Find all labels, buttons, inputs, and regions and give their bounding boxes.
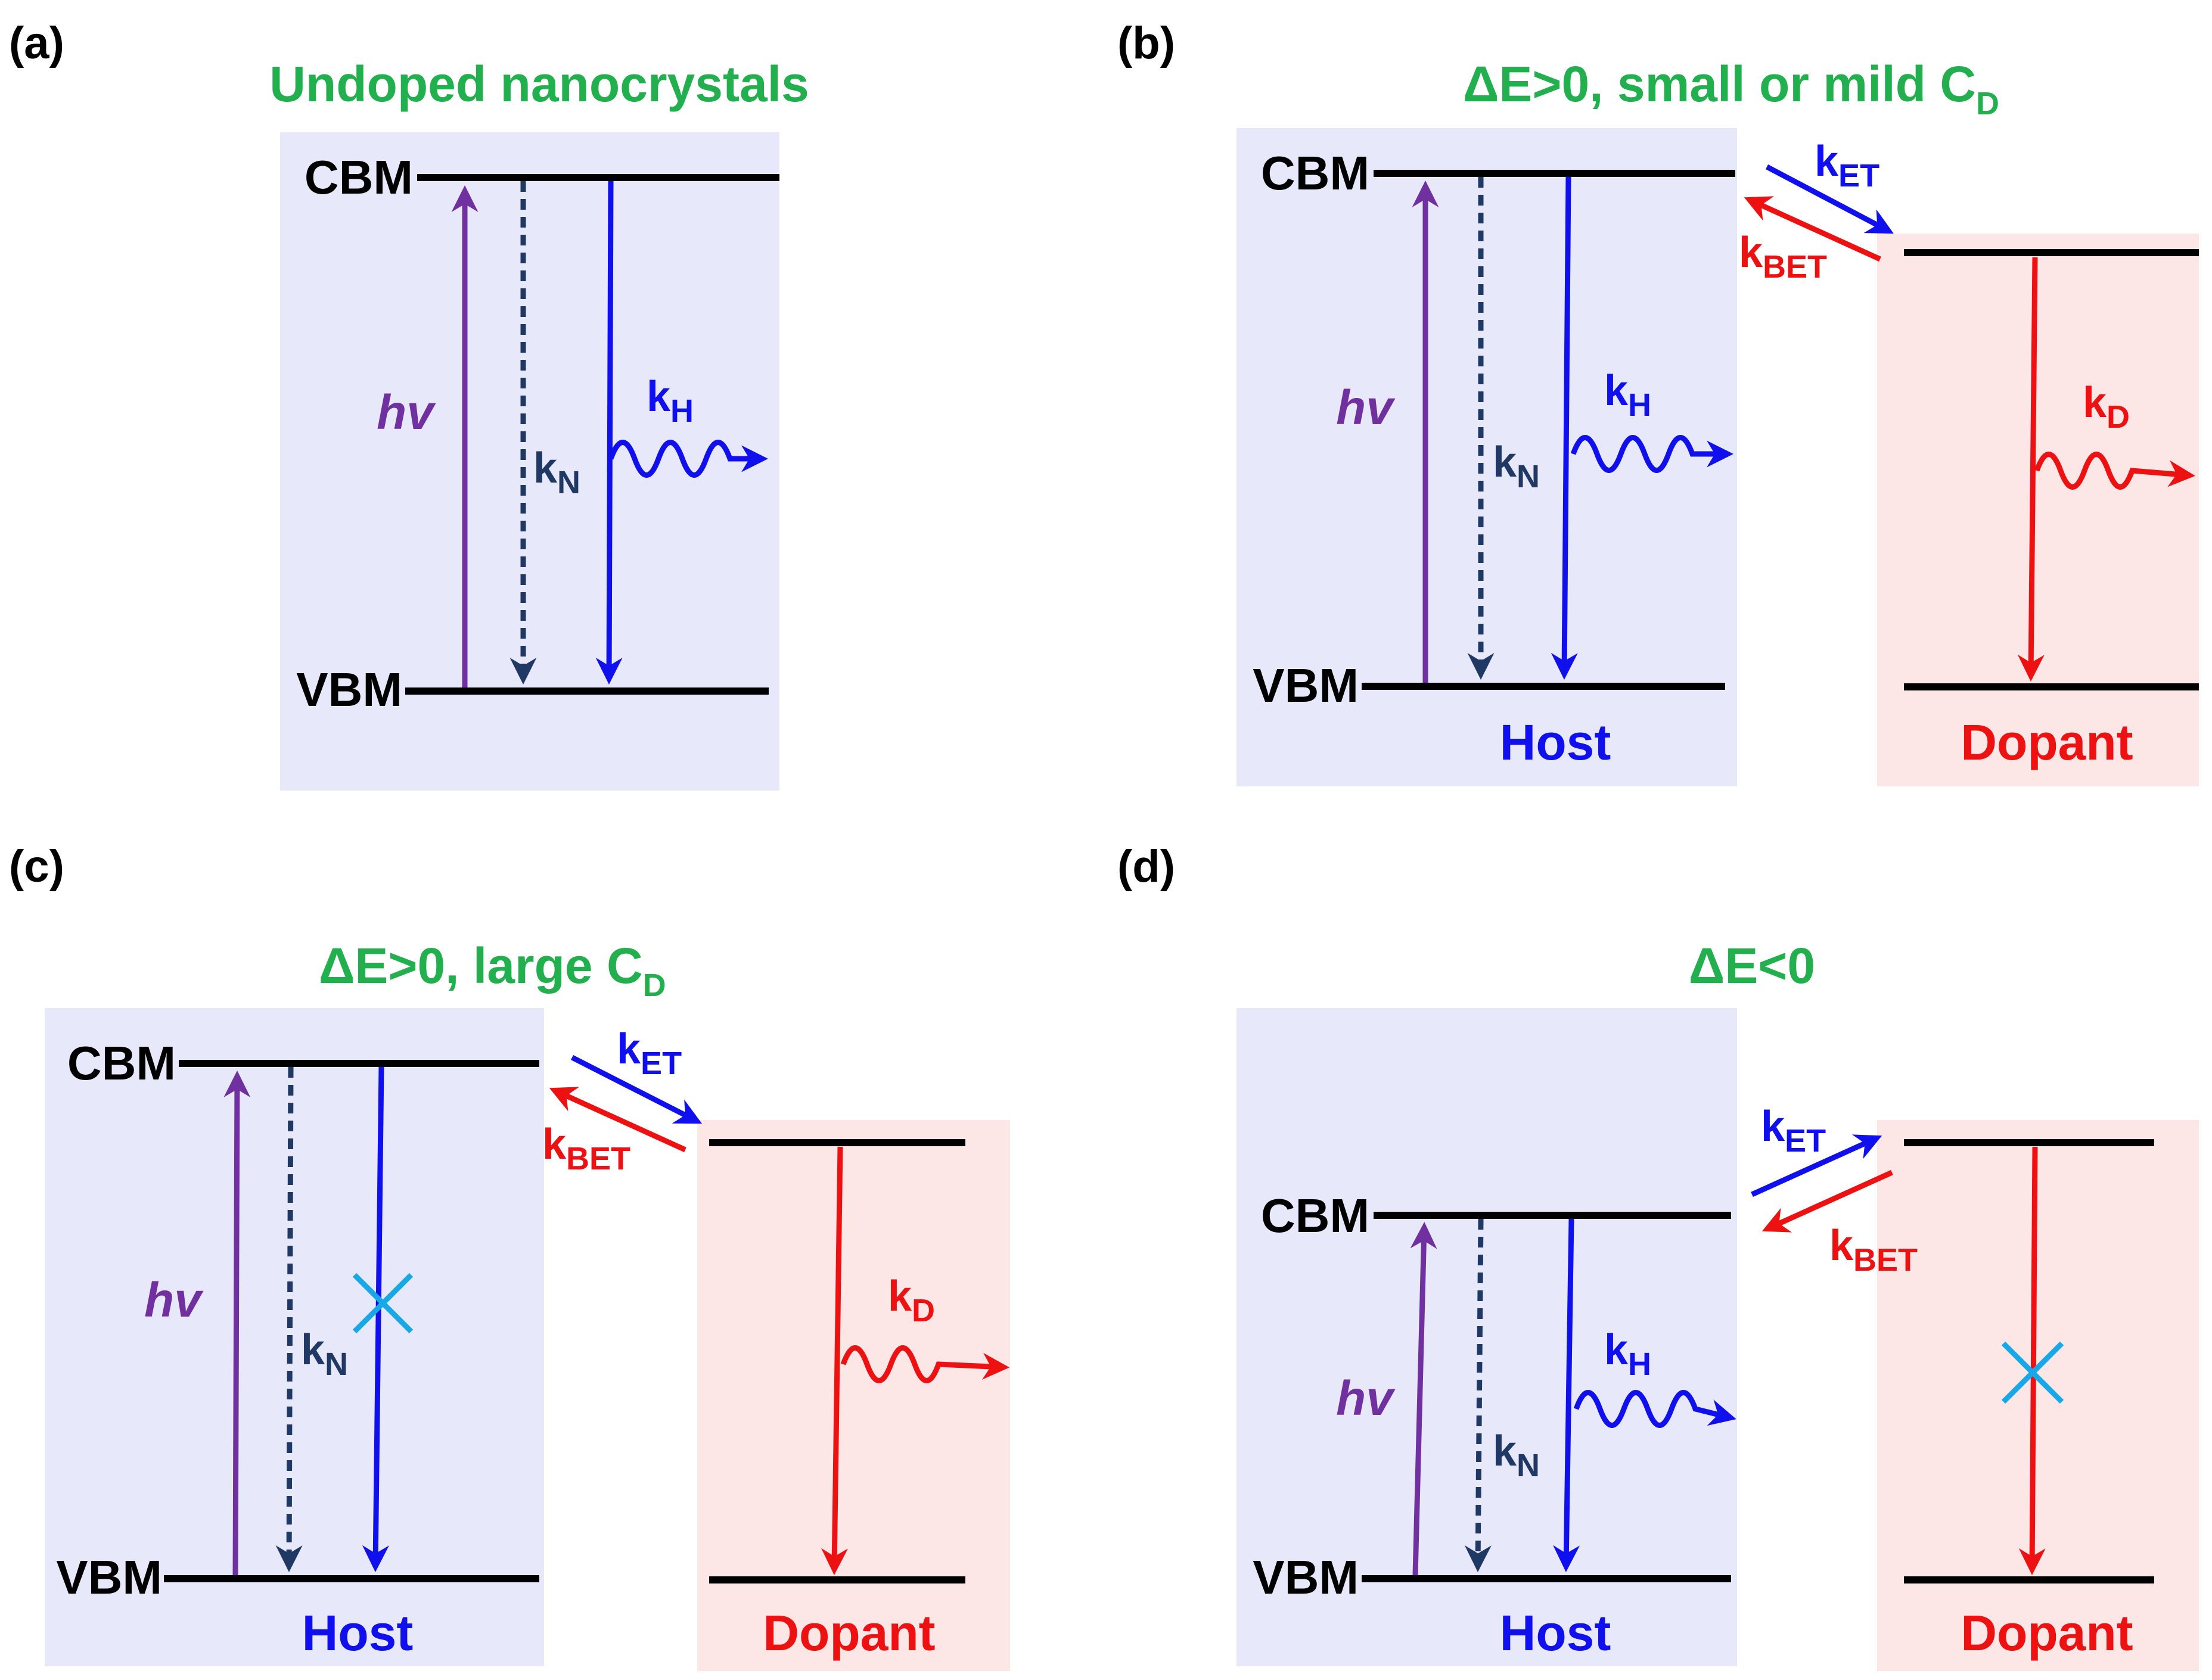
host-emission-arrow xyxy=(362,1066,389,1572)
host-photon-wave xyxy=(1570,435,1733,473)
kN-label: kN xyxy=(1493,1427,1540,1483)
panel-c: (c) ΔE>0, large CD CBM VBM hv kN kET kBE… xyxy=(9,841,1010,1671)
energy-transfer-arrow xyxy=(570,1054,703,1124)
cbm-label: CBM xyxy=(1261,147,1369,200)
dopant-background xyxy=(1877,234,2199,786)
dopant-background xyxy=(1877,1120,2199,1671)
host-photon-wave xyxy=(608,440,768,478)
panel-c-tag: (c) xyxy=(9,841,64,892)
kD-label: kD xyxy=(2083,379,2130,435)
excitation-arrow xyxy=(1410,1222,1437,1576)
dopant-label: Dopant xyxy=(1961,714,2133,770)
vbm-label: VBM xyxy=(1253,659,1359,712)
dopant-photon-wave xyxy=(2034,452,2195,490)
kH-label: kH xyxy=(647,373,694,429)
panel-a-title: Undoped nanocrystals xyxy=(269,56,809,112)
energy-transfer-arrow xyxy=(1751,1134,1882,1197)
panel-d-title: ΔE<0 xyxy=(1689,938,1815,994)
kN-label: kN xyxy=(533,444,580,500)
excitation-arrow xyxy=(223,1071,251,1576)
panel-a-tag: (a) xyxy=(9,18,64,69)
vbm-label: VBM xyxy=(1253,1551,1359,1604)
back-energy-transfer-arrow xyxy=(1761,1169,1893,1233)
vbm-label: VBM xyxy=(296,663,402,716)
panel-b-tag: (b) xyxy=(1117,18,1175,69)
panel-b-title: ΔE>0, small or mild CD xyxy=(1463,56,1999,122)
host-photon-wave xyxy=(1573,1390,1736,1428)
kN-label: kN xyxy=(1493,438,1540,494)
kET-label: kET xyxy=(617,1025,682,1081)
hv-label: hv xyxy=(1336,381,1396,435)
dopant-emission-arrow xyxy=(2017,257,2045,682)
back-energy-transfer-arrow xyxy=(549,1087,686,1153)
hv-label: hv xyxy=(144,1273,204,1327)
kBET-label: kBET xyxy=(542,1121,630,1177)
kBET-label: kBET xyxy=(1739,229,1827,285)
vbm-label: VBM xyxy=(56,1551,162,1604)
blocked-emission-mark xyxy=(2001,1341,2064,1404)
host-label: Host xyxy=(1500,1605,1611,1661)
host-emission-arrow xyxy=(1551,176,1578,680)
dopant-label: Dopant xyxy=(763,1605,935,1661)
back-energy-transfer-arrow xyxy=(1744,196,1881,262)
cbm-label: CBM xyxy=(305,151,413,204)
cbm-label: CBM xyxy=(1261,1189,1369,1242)
nonradiative-arrow xyxy=(275,1066,303,1572)
panel-d: (d) ΔE<0 CBM VBM hv kN kH kET kBET Host … xyxy=(1117,841,2199,1671)
kH-label: kH xyxy=(1604,367,1651,423)
host-label: Host xyxy=(1500,714,1611,770)
cbm-label: CBM xyxy=(67,1037,176,1090)
kET-label: kET xyxy=(1815,138,1879,194)
kBET-label: kBET xyxy=(1829,1222,1918,1278)
host-label: Host xyxy=(302,1605,414,1661)
blocked-emission-mark xyxy=(352,1273,414,1334)
panel-c-title: ΔE>0, large CD xyxy=(319,938,666,1003)
kN-label: kN xyxy=(301,1326,348,1382)
panel-a: (a) Undoped nanocrystals CBM VBM hv kN k… xyxy=(9,18,809,791)
dopant-emission-arrow xyxy=(821,1146,849,1575)
hv-label: hv xyxy=(377,385,436,440)
panel-d-tag: (d) xyxy=(1117,841,1175,892)
energy-transfer-arrow xyxy=(1765,164,1894,234)
hv-label: hv xyxy=(1336,1371,1396,1426)
dopant-background xyxy=(697,1120,1010,1671)
panel-b: (b) ΔE>0, small or mild CD CBM VBM hv kN… xyxy=(1117,18,2199,786)
kD-label: kD xyxy=(888,1273,935,1329)
kET-label: kET xyxy=(1761,1103,1826,1159)
host-emission-arrow xyxy=(1553,1218,1580,1572)
dopant-emission-arrow xyxy=(2018,1146,2046,1575)
kH-label: kH xyxy=(1604,1326,1651,1382)
dopant-label: Dopant xyxy=(1961,1605,2133,1661)
nonradiative-arrow xyxy=(1464,1218,1492,1572)
host-emission-arrow xyxy=(595,181,623,685)
dopant-photon-wave xyxy=(840,1345,1009,1383)
